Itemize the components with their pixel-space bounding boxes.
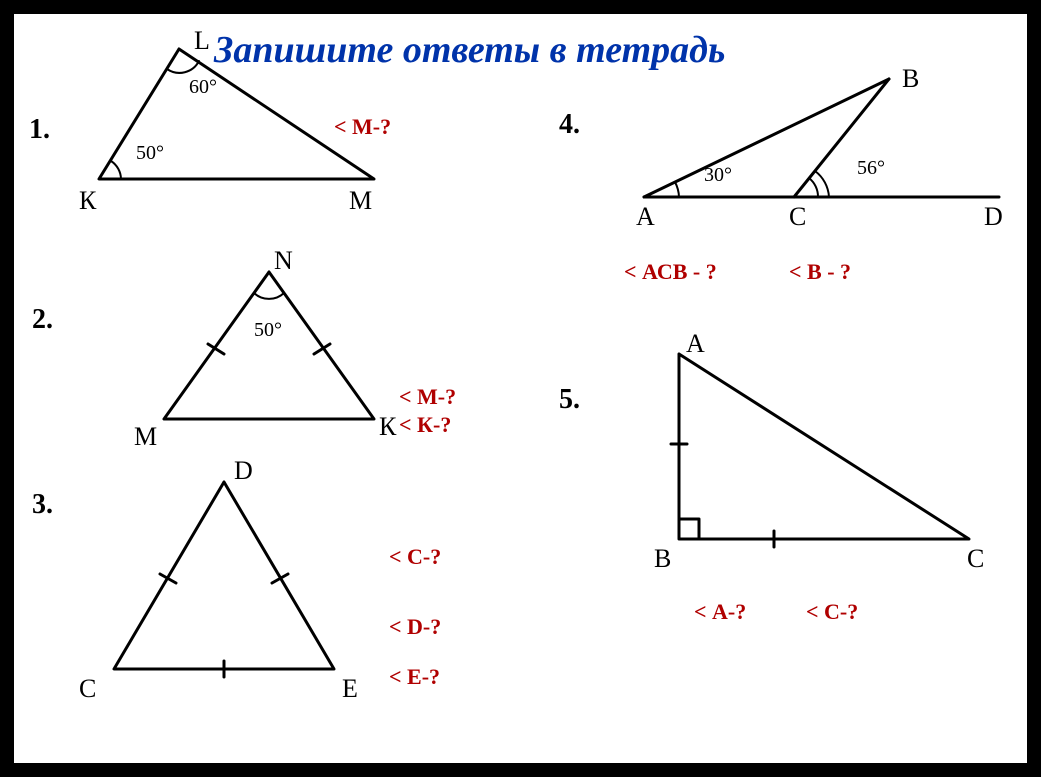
problem-1-number: 1. <box>29 114 50 146</box>
p1-vertex-L: L <box>194 26 210 56</box>
p2-angle-N: 50° <box>254 319 282 342</box>
p1-angle-K: 50° <box>136 142 164 165</box>
p4-question-B: < В - ? <box>789 259 851 285</box>
p3-vertex-D: D <box>234 456 253 486</box>
problem-5-figure <box>654 344 994 564</box>
p4-angle-D: 56° <box>857 157 885 180</box>
p1-vertex-K: К <box>79 186 96 216</box>
problem-2-figure <box>144 264 394 434</box>
problem-3-figure <box>94 474 354 684</box>
worksheet-page: Запишите ответы в тетрадь 1. L К М 60° 5… <box>14 14 1027 763</box>
p2-vertex-N: N <box>274 246 293 276</box>
p1-question-M: < М-? <box>334 114 391 140</box>
p5-vertex-B: B <box>654 544 671 574</box>
p5-vertex-A: A <box>686 329 705 359</box>
problem-5-number: 5. <box>559 384 580 416</box>
p3-question-E: < E-? <box>389 664 440 690</box>
p4-question-ACB: < АСВ - ? <box>624 259 717 285</box>
p3-vertex-E: E <box>342 674 358 704</box>
p4-vertex-C: C <box>789 202 806 232</box>
p3-vertex-C: C <box>79 674 96 704</box>
p5-question-C: < С-? <box>806 599 858 625</box>
problem-4-figure <box>614 69 1014 219</box>
problem-2-number: 2. <box>32 304 53 336</box>
p2-question-M: < М-? <box>399 384 456 410</box>
p2-vertex-M: М <box>134 422 157 452</box>
p4-vertex-D: D <box>984 202 1003 232</box>
p4-vertex-A: A <box>636 202 655 232</box>
p4-vertex-B: B <box>902 64 919 94</box>
problem-4-number: 4. <box>559 109 580 141</box>
p2-vertex-K: К <box>379 412 396 442</box>
p5-question-A: < А-? <box>694 599 746 625</box>
p3-question-D: < D-? <box>389 614 441 640</box>
p3-question-C: < С-? <box>389 544 441 570</box>
p1-vertex-M: М <box>349 186 372 216</box>
p4-angle-A: 30° <box>704 164 732 187</box>
p5-vertex-C: C <box>967 544 984 574</box>
p2-question-K: < К-? <box>399 412 451 438</box>
problem-3-number: 3. <box>32 489 53 521</box>
p1-angle-L: 60° <box>189 76 217 99</box>
